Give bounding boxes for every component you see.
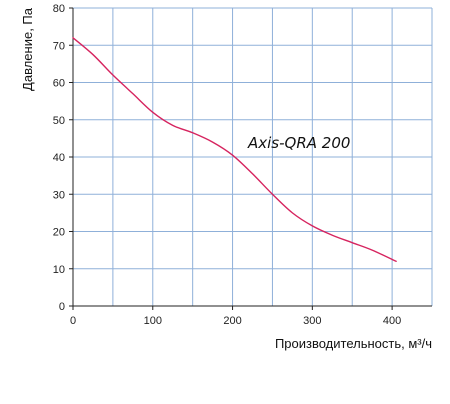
series-line-axis-qra-200 [72,37,397,262]
y-tick-label: 40 [53,152,65,164]
series-annotation: Axis-QRA 200 [247,134,350,152]
y-tick-label: 80 [53,3,65,15]
y-tick-label: 60 [53,78,65,90]
x-tick-label: 100 [144,315,162,327]
x-tick-label: 400 [383,315,401,327]
grid [72,7,433,307]
x-tick-label: 200 [223,315,241,327]
axes: 0 10 20 30 40 50 60 70 80 0 100 200 300 400 [53,3,432,327]
y-tick-label: 0 [59,301,65,313]
y-tick-label: 30 [53,189,65,201]
x-axis-label: Производительность, м³/ч [275,336,432,351]
y-tick-label: 50 [53,115,65,127]
y-tick-label: 10 [53,264,65,276]
labels: Производительность, м³/ч Давление, Па Ax… [20,7,432,351]
x-tick-label: 0 [70,315,76,327]
series-layer [72,37,397,262]
y-axis-label: Давление, Па [20,7,35,91]
x-tick-label: 300 [303,315,321,327]
y-tick-label: 70 [53,40,65,52]
y-tick-label: 20 [53,227,65,239]
